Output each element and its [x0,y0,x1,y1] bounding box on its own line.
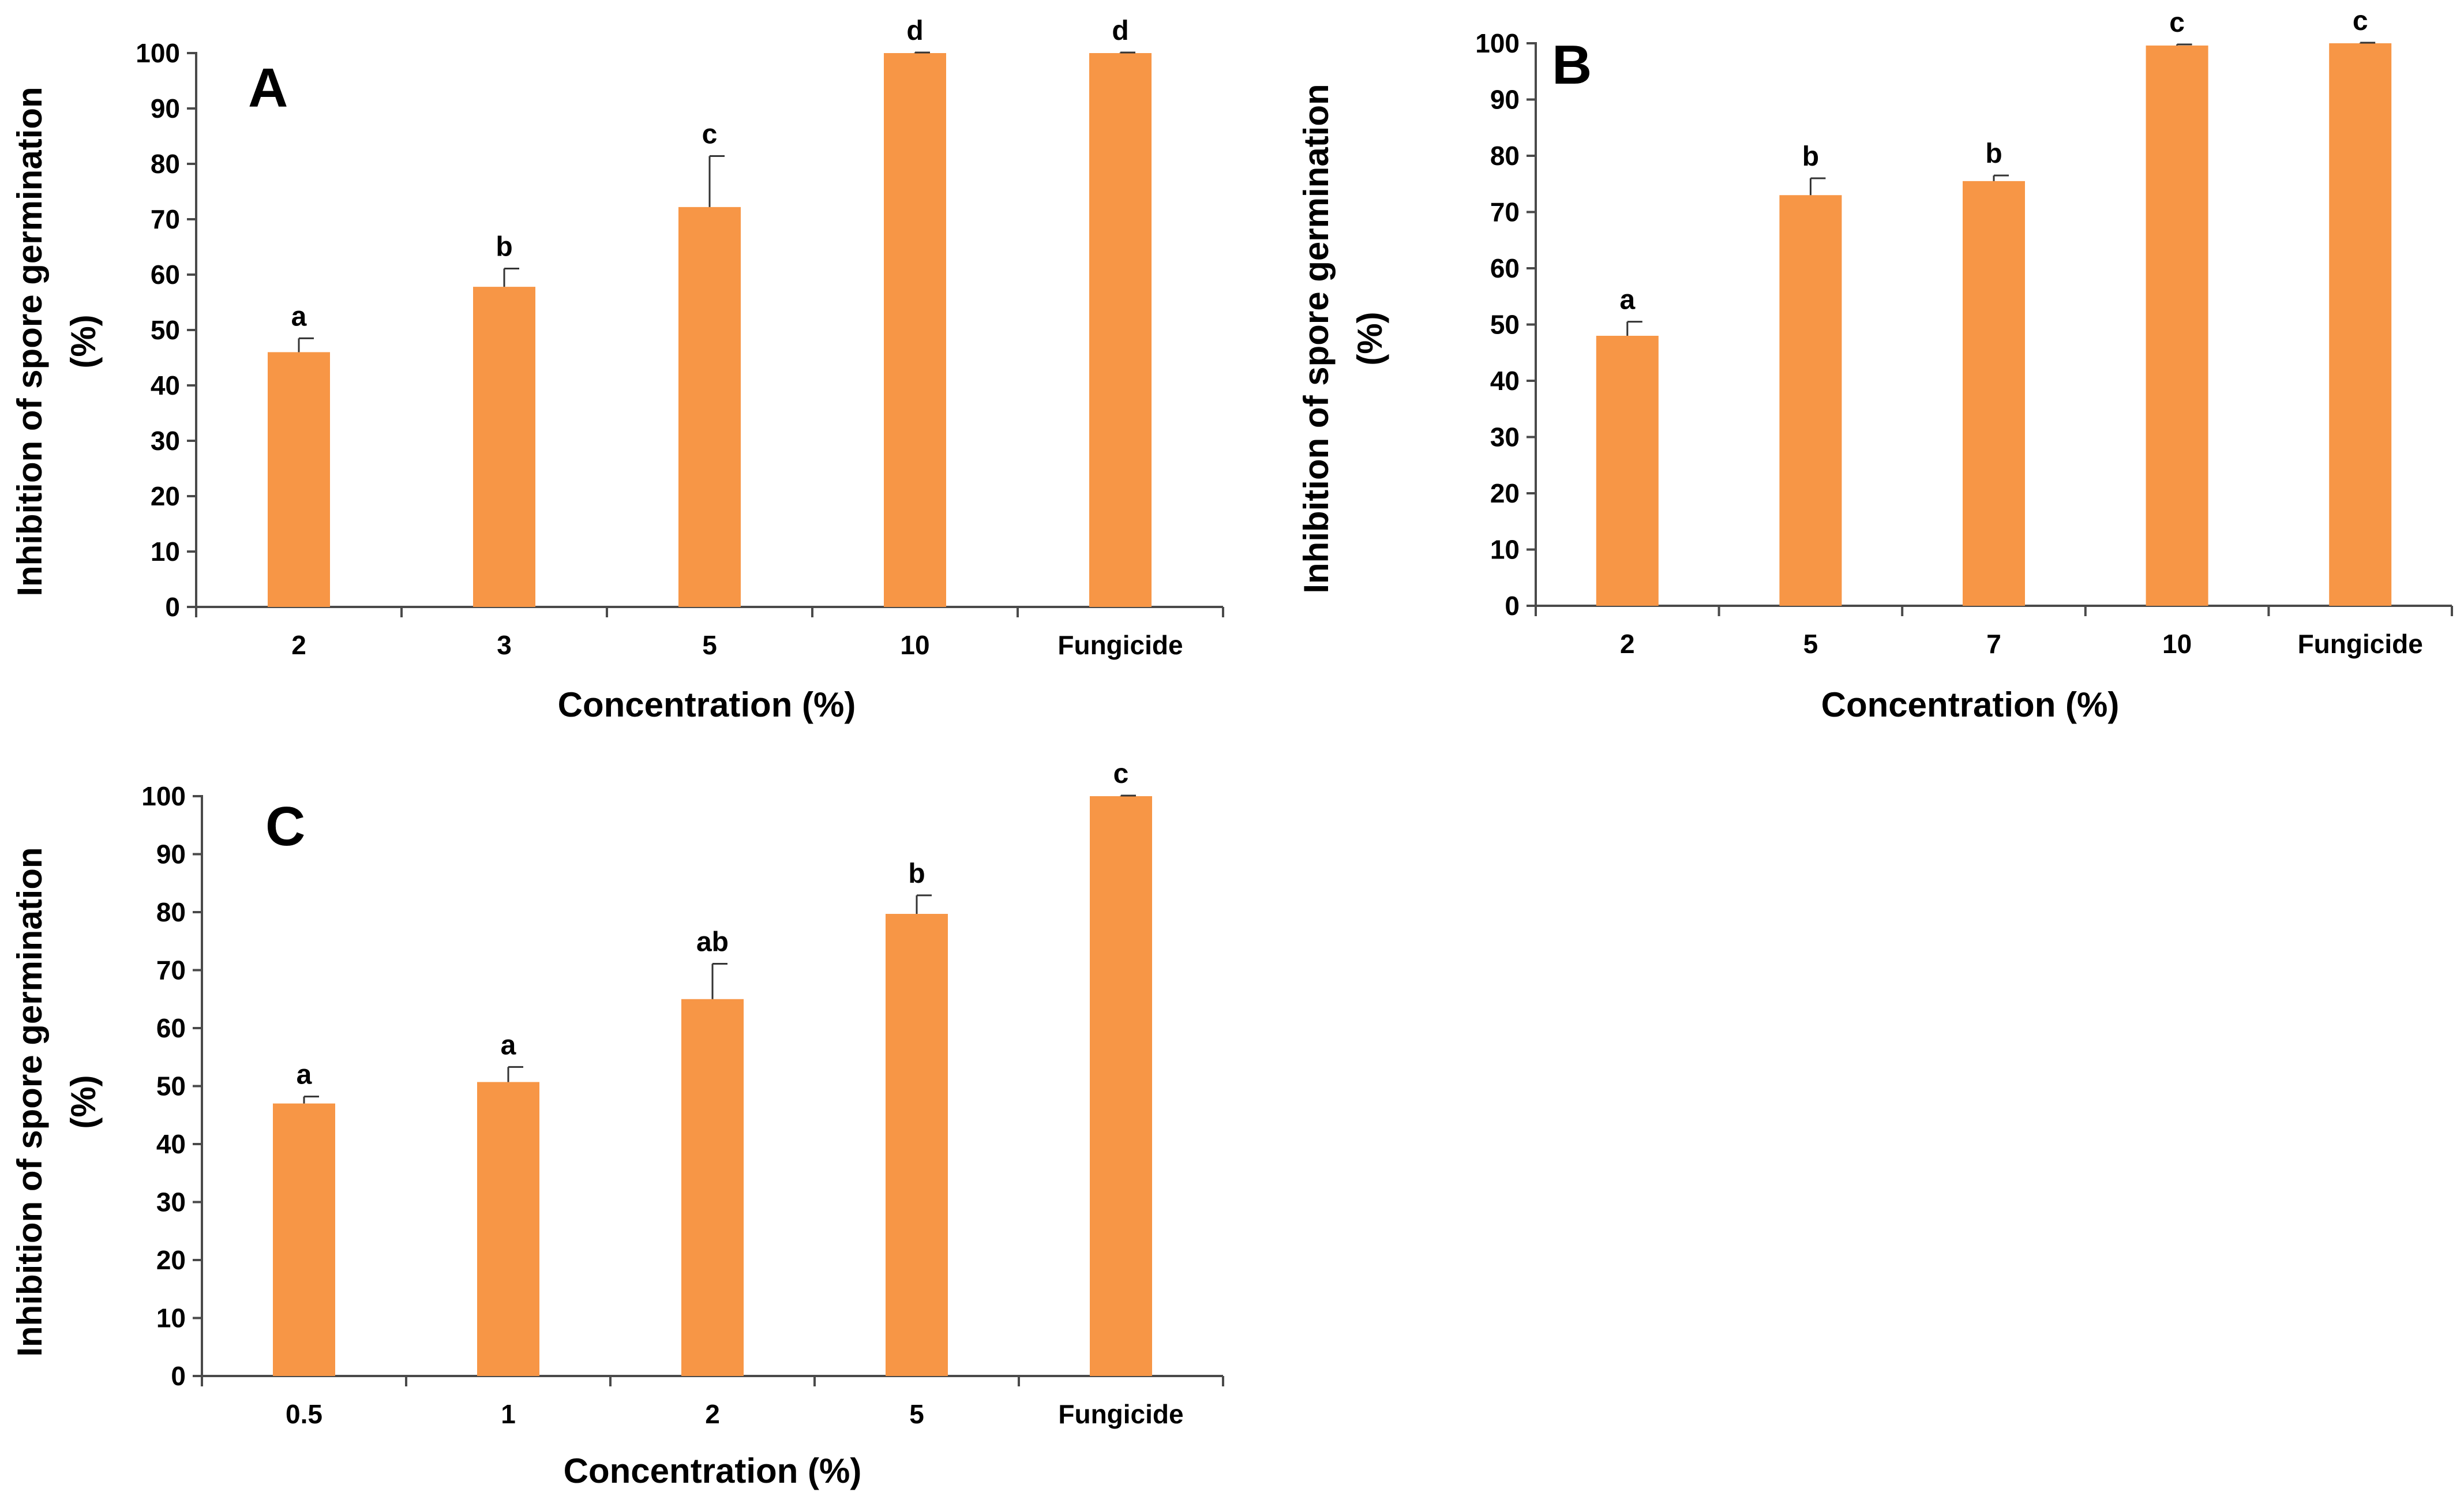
y-tick-label-c-7: 70 [156,955,186,985]
x-axis-title-b: Concentration (%) [1821,685,2120,724]
category-label-c-4: Fungicide [1058,1399,1183,1429]
chart-c-svg: C Concentration (%) Inhibition of spore … [10,759,1224,1490]
category-label-c-3: 5 [909,1399,924,1429]
bar-b-0 [1596,336,1659,606]
plot-area-b: 0 10 20 30 40 50 60 70 80 90 100 a 2 b 5 b 7 c 10 c Fungicid… [1475,6,2453,659]
significance-label-b-4: c [2353,6,2368,36]
significance-label-a-1: b [496,231,512,262]
significance-label-c-2: ab [696,927,729,957]
y-tick-label-a-7: 70 [151,204,180,234]
bar-b-1 [1779,195,1842,606]
y-tick-label-c-6: 60 [156,1013,186,1043]
y-tick-label-a-1: 10 [151,537,180,567]
y-tick-label-c-4: 40 [156,1129,186,1159]
category-label-a-3: 10 [900,630,929,660]
significance-label-a-0: a [291,301,307,332]
panel-label-a: A [248,57,288,119]
y-tick-label-b-0: 0 [1505,591,1520,621]
significance-label-a-3: d [906,16,923,46]
y-tick-label-b-9: 90 [1490,85,1520,115]
bar-a-1 [473,287,535,607]
category-label-b-1: 5 [1803,629,1818,659]
significance-label-c-1: a [501,1030,516,1060]
y-tick-label-a-4: 40 [151,370,180,400]
chart-a-svg: A Concentration (%) Inhibition of spore … [10,16,1224,724]
y-axis-title-c-line1: Inhibition of spore germination [10,847,49,1356]
category-label-b-0: 2 [1620,629,1635,659]
y-axis-title-c-line2: (%) [64,1075,103,1128]
y-tick-label-b-4: 40 [1490,366,1520,396]
significance-label-c-0: a [297,1060,312,1090]
y-tick-label-c-2: 20 [156,1245,186,1275]
bar-a-2 [678,207,741,607]
chart-panel-a: A Concentration (%) Inhibition of spore … [0,0,1246,744]
bar-a-3 [884,53,946,607]
plot-area-c: 0 10 20 30 40 50 60 70 80 90 100 a 0.5 a 1 ab 2 b 5 c Fungic… [141,759,1224,1429]
bar-b-4 [2329,43,2392,606]
significance-label-b-1: b [1802,141,1819,172]
y-tick-label-a-6: 60 [151,260,180,290]
category-label-c-2: 2 [705,1399,720,1429]
y-tick-label-c-10: 100 [141,781,186,811]
x-axis-title-a: Concentration (%) [558,685,856,724]
category-label-c-1: 1 [501,1399,516,1429]
bar-c-0 [273,1103,335,1376]
significance-label-b-0: a [1619,285,1635,316]
category-label-b-3: 10 [2162,629,2192,659]
chart-panel-b: B Concentration (%) Inhibition of spore … [1287,0,2464,744]
y-axis-title-b-line2: (%) [1351,312,1389,365]
chart-panel-c: C Concentration (%) Inhibition of spore … [0,738,1246,1511]
y-tick-label-c-0: 0 [171,1361,186,1391]
y-tick-label-b-2: 20 [1490,478,1520,508]
y-tick-label-c-1: 10 [156,1303,186,1333]
category-label-a-2: 5 [702,630,717,660]
y-tick-label-a-10: 100 [136,38,180,68]
bar-b-2 [1963,181,2025,606]
y-tick-label-b-10: 100 [1475,28,1520,58]
x-axis-title-c: Concentration (%) [564,1452,862,1490]
y-tick-label-c-8: 80 [156,897,186,927]
category-label-b-4: Fungicide [2298,629,2423,659]
y-axis-title-a-line1: Inhibition of spore germination [10,87,49,596]
y-tick-label-a-3: 30 [151,426,180,456]
bar-a-0 [268,352,330,607]
y-tick-label-a-8: 80 [151,149,180,179]
bar-b-3 [2146,45,2208,606]
bar-c-2 [681,999,744,1376]
significance-label-a-4: d [1112,16,1128,46]
significance-label-b-3: c [2169,8,2185,38]
category-label-b-2: 7 [1986,629,2001,659]
panel-label-b: B [1552,34,1592,96]
y-tick-label-b-8: 80 [1490,141,1520,171]
y-tick-label-c-9: 90 [156,839,186,869]
y-tick-label-a-2: 20 [151,481,180,511]
bar-c-4 [1090,796,1152,1376]
category-label-a-0: 2 [291,630,306,660]
y-tick-label-c-3: 30 [156,1187,186,1217]
significance-label-c-4: c [1113,759,1129,789]
significance-label-a-2: c [702,119,718,150]
chart-b-svg: B Concentration (%) Inhibition of spore … [1297,6,2453,724]
y-tick-label-b-7: 70 [1490,197,1520,227]
bar-c-1 [477,1082,539,1376]
panel-label-c: C [265,796,305,857]
y-tick-label-b-5: 50 [1490,310,1520,340]
y-tick-label-b-6: 60 [1490,253,1520,283]
y-tick-label-b-1: 10 [1490,535,1520,565]
y-tick-label-a-9: 90 [151,93,180,123]
y-axis-title-b-line1: Inhibition of spore germination [1297,84,1336,593]
y-tick-label-c-5: 50 [156,1071,186,1101]
y-tick-label-a-5: 50 [151,315,180,345]
y-tick-label-b-3: 30 [1490,422,1520,452]
bar-c-3 [886,914,948,1376]
category-label-c-0: 0.5 [286,1399,322,1429]
category-label-a-4: Fungicide [1057,630,1183,660]
significance-label-b-2: b [1985,138,2002,169]
significance-label-c-3: b [908,858,925,889]
y-axis-title-a-line2: (%) [64,314,103,368]
y-tick-label-a-0: 0 [165,592,180,622]
bar-a-4 [1089,53,1152,607]
category-label-a-1: 3 [497,630,512,660]
plot-area-a: 0 10 20 30 40 50 60 70 80 90 100 a 2 b 3 c 5 d 10 d Fungicid… [136,16,1224,660]
